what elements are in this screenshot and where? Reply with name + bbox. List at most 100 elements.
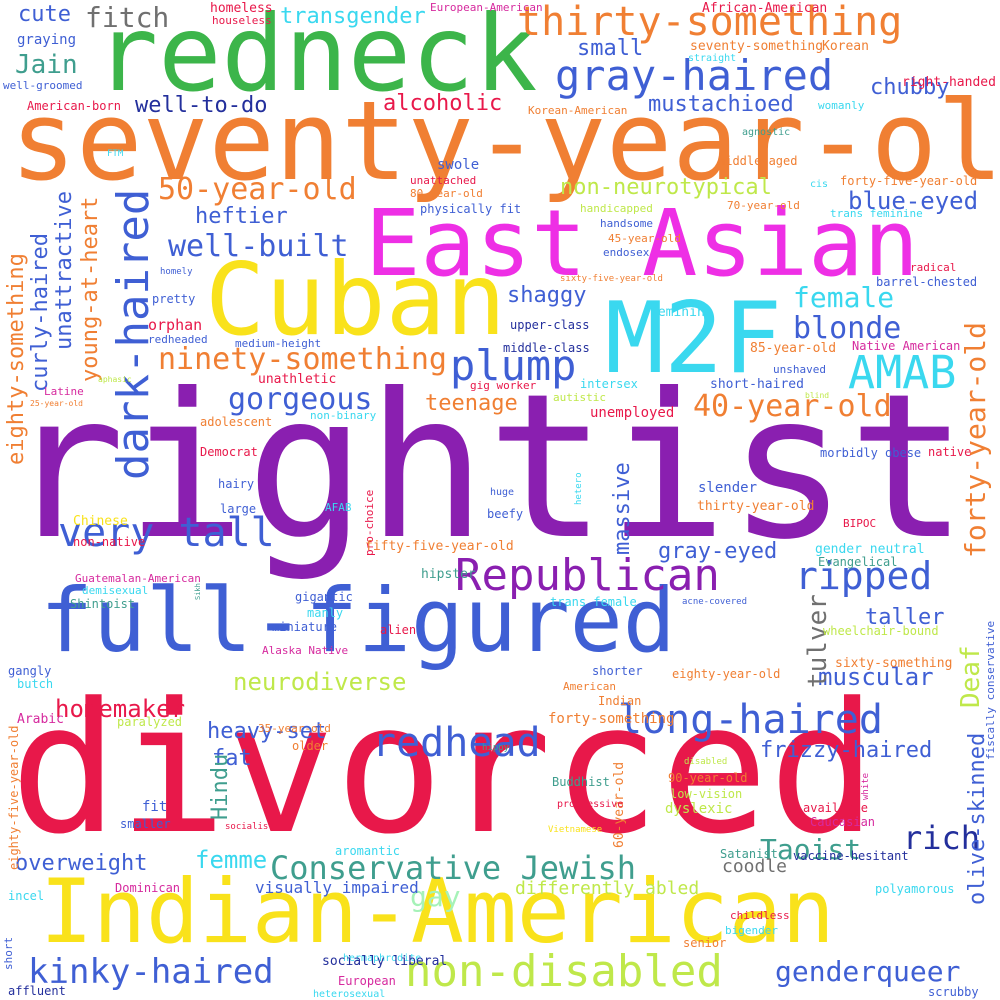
word-sixty-five-year-old: sixty-five-year-old: [560, 274, 663, 284]
word-senior: senior: [683, 936, 727, 950]
word-thirty-something: thirty-something: [517, 0, 903, 45]
word-hipster: hipster: [421, 567, 476, 582]
word-redhead: redhead: [372, 720, 541, 766]
word-rightist: rightist: [5, 351, 969, 584]
word-alien: alien: [380, 623, 417, 637]
word-ninety-something: ninety-something: [158, 342, 447, 377]
word-arabic: Arabic: [17, 712, 64, 727]
word-fifty-five-year-old: fifty-five-year-old: [365, 539, 514, 554]
word-straight: straight: [688, 53, 737, 64]
word-unshaved: unshaved: [773, 363, 826, 376]
word-70-year-old: 70-year-old: [727, 199, 800, 212]
word-middle-class: middle-class: [503, 341, 590, 355]
word-well-groomed: well-groomed: [3, 79, 83, 92]
word-homely: homely: [160, 267, 193, 277]
word-well-to-do: well-to-do: [135, 93, 268, 118]
word-affluent: affluent: [8, 984, 66, 998]
word-gender-neutral: gender neutral: [815, 542, 925, 557]
word-massive: massive: [610, 462, 635, 555]
word-non-disabled: non-disabled: [405, 946, 723, 997]
word-long-haired: long-haired: [618, 697, 883, 743]
word-mustachioed: mustachioed: [648, 92, 794, 117]
word-buddhist: Buddhist: [552, 775, 610, 789]
word-fitch: fitch: [85, 1, 170, 34]
word-full-figured: full-figured: [40, 569, 676, 672]
word-shorter: shorter: [592, 664, 643, 678]
word-well-built: well-built: [168, 229, 349, 264]
word-gray-haired: gray-haired: [555, 51, 834, 100]
word-korean: Korean: [822, 39, 869, 54]
word-alaska-native: Alaska Native: [262, 644, 349, 657]
word-paralyzed: paralyzed: [117, 715, 183, 729]
word-frizzy-haired: frizzy-haired: [760, 738, 933, 763]
word-manly: manly: [307, 606, 344, 620]
word-gangly: gangly: [8, 664, 52, 678]
word-republican: Republican: [455, 550, 720, 601]
word-non-native: non-native: [73, 535, 146, 549]
word-afab: AFAB: [325, 501, 352, 514]
word-kinky-haired: kinky-haired: [28, 952, 274, 992]
word-middle-aged: middle-aged: [718, 154, 798, 168]
word-chinese: Chinese: [73, 514, 128, 529]
word-ftm: FTM: [107, 149, 124, 159]
word-native: native: [928, 445, 972, 459]
word-alcoholic: alcoholic: [383, 91, 503, 116]
word-gorgeous: gorgeous: [228, 382, 373, 417]
word-african-american: African-American: [702, 1, 828, 16]
word-incel: incel: [8, 889, 45, 903]
word-huge: huge: [490, 487, 515, 498]
word-orphan: orphan: [148, 316, 203, 334]
word-hippy: hippy: [482, 743, 510, 753]
word-gray-eyed: gray-eyed: [658, 539, 778, 564]
word-trans-female: trans female: [550, 595, 637, 609]
word-seventy-year-old: seventy-year-old: [10, 77, 1000, 205]
word-dyslexic: dyslexic: [665, 801, 733, 817]
word-amab: AMAB: [848, 346, 957, 399]
word-non-neurotypical: non-neurotypical: [560, 175, 772, 200]
word-homemaker: homemaker: [55, 695, 186, 723]
word-physically-fit: physically fit: [420, 202, 522, 216]
word-indian: Indian: [598, 694, 642, 708]
word-american-born: American-born: [27, 99, 121, 113]
word-guatemalan-american: Guatemalan-American: [75, 572, 201, 585]
word-caucasian: Caucasian: [810, 815, 876, 829]
word-barrel-chested: barrel-chested: [876, 275, 978, 289]
word-jain: Jain: [15, 50, 78, 80]
word-european: European: [338, 974, 396, 988]
word-unathletic: unathletic: [258, 372, 337, 387]
word-fiscally-conservative: fiscally conservative: [984, 620, 997, 760]
word-east-asian: East Asian: [365, 190, 919, 297]
word-cis: cis: [810, 179, 829, 190]
word-redneck: redneck: [95, 0, 538, 115]
word-rich: rich: [903, 819, 981, 857]
word-latine: Latine: [44, 385, 84, 398]
word-curly-haired: curly-haired: [28, 233, 53, 392]
word-blue-eyed: blue-eyed: [848, 187, 979, 215]
word-femme: femme: [195, 846, 268, 874]
word-eighty-something: eighty-something: [4, 253, 29, 465]
word-endosex: endosex: [603, 246, 650, 259]
word-graying: graying: [17, 32, 77, 48]
word-socialist: socialist: [225, 822, 274, 832]
word-50-year-old: 50-year-old: [158, 172, 357, 207]
word-smaller: smaller: [120, 817, 171, 831]
word-sikh: Sikh: [194, 583, 202, 600]
word-85-year-old: 85-year-old: [750, 341, 837, 356]
word-progressive: progressive: [557, 799, 624, 810]
word-taoist: Taoist: [760, 833, 862, 866]
word-blonde: blonde: [793, 311, 902, 346]
word-taller: taller: [865, 605, 945, 630]
word-seventy-something: seventy-something: [690, 39, 824, 54]
word-small: small: [577, 36, 644, 61]
word-teenage: teenage: [425, 391, 518, 416]
word-hermaphrodite: hermaphrodite: [343, 953, 422, 964]
word-medium-height: medium-height: [235, 337, 322, 350]
word-satanist: Satanist: [720, 847, 778, 861]
word-hairy: hairy: [218, 477, 255, 491]
word-evangelical: Evangelical: [818, 555, 898, 569]
word-democrat: Democrat: [200, 445, 258, 459]
word-slender: slender: [698, 480, 758, 496]
word-transgender: transgender: [280, 4, 426, 29]
word-tulver: tulver: [803, 594, 833, 688]
